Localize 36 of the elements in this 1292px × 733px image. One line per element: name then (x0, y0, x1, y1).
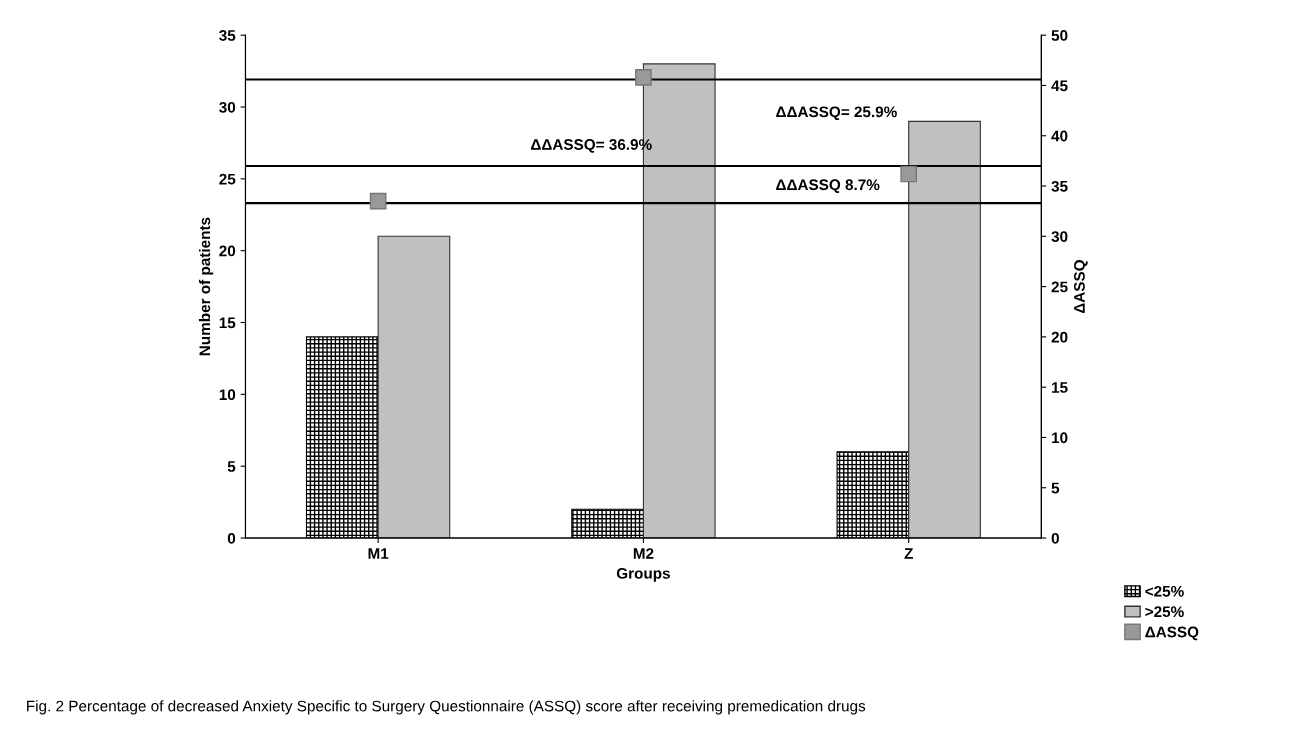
legend-label: ΔASSQ (1145, 626, 1199, 641)
y2-tick-label: 15 (1052, 382, 1068, 393)
text: Fig. 2 Percentage of decreased Anxiety Specific to Surgery Questionnaire (ASSQ) score after receiving premedication drugs (27, 700, 866, 715)
bar (377, 235, 451, 539)
y2-tick-label: 25 (1051, 281, 1068, 293)
x-tick-label: M2 (633, 548, 654, 559)
y2-tick-label: 0 (1051, 532, 1059, 544)
bar (908, 120, 981, 539)
x-tick-label: Z (904, 548, 913, 559)
legend-label: >25% (1145, 606, 1184, 618)
y-tick-label: 10 (219, 389, 236, 401)
point (369, 192, 387, 210)
y2-tick-label: 30 (1051, 231, 1068, 243)
point (900, 165, 918, 183)
y2-tick-label: 45 (1051, 80, 1068, 92)
y-tick-label: 30 (219, 101, 236, 113)
y-tick-label: 25 (219, 173, 236, 185)
point (635, 69, 652, 86)
annotation: ΔΔASSQ 8.7% (776, 179, 880, 193)
y-tick-label: 35 (219, 30, 236, 41)
x-axis-title: Groups (616, 567, 670, 582)
legend-label: <25% (1145, 585, 1184, 597)
annotation: ΔΔASSQ= 25.9% (776, 106, 897, 121)
y-tick-label: 20 (219, 245, 236, 257)
y-tick-label: 5 (227, 461, 236, 472)
y2-tick-label: 5 (1051, 482, 1060, 494)
y2-tick-label: 50 (1051, 30, 1068, 41)
y-axis-title: Number of patients (198, 217, 214, 356)
y2-tick-label: 20 (1051, 331, 1068, 343)
x-tick-label: M1 (368, 548, 389, 559)
y2-tick-label: 35 (1051, 180, 1068, 192)
y2-tick-label: 10 (1052, 432, 1068, 444)
y2-axis-title: ΔASSQ (1074, 260, 1088, 314)
y-tick-label: 0 (227, 532, 236, 544)
y-tick-label: 15 (219, 317, 236, 329)
y2-tick-label: 40 (1051, 130, 1068, 142)
